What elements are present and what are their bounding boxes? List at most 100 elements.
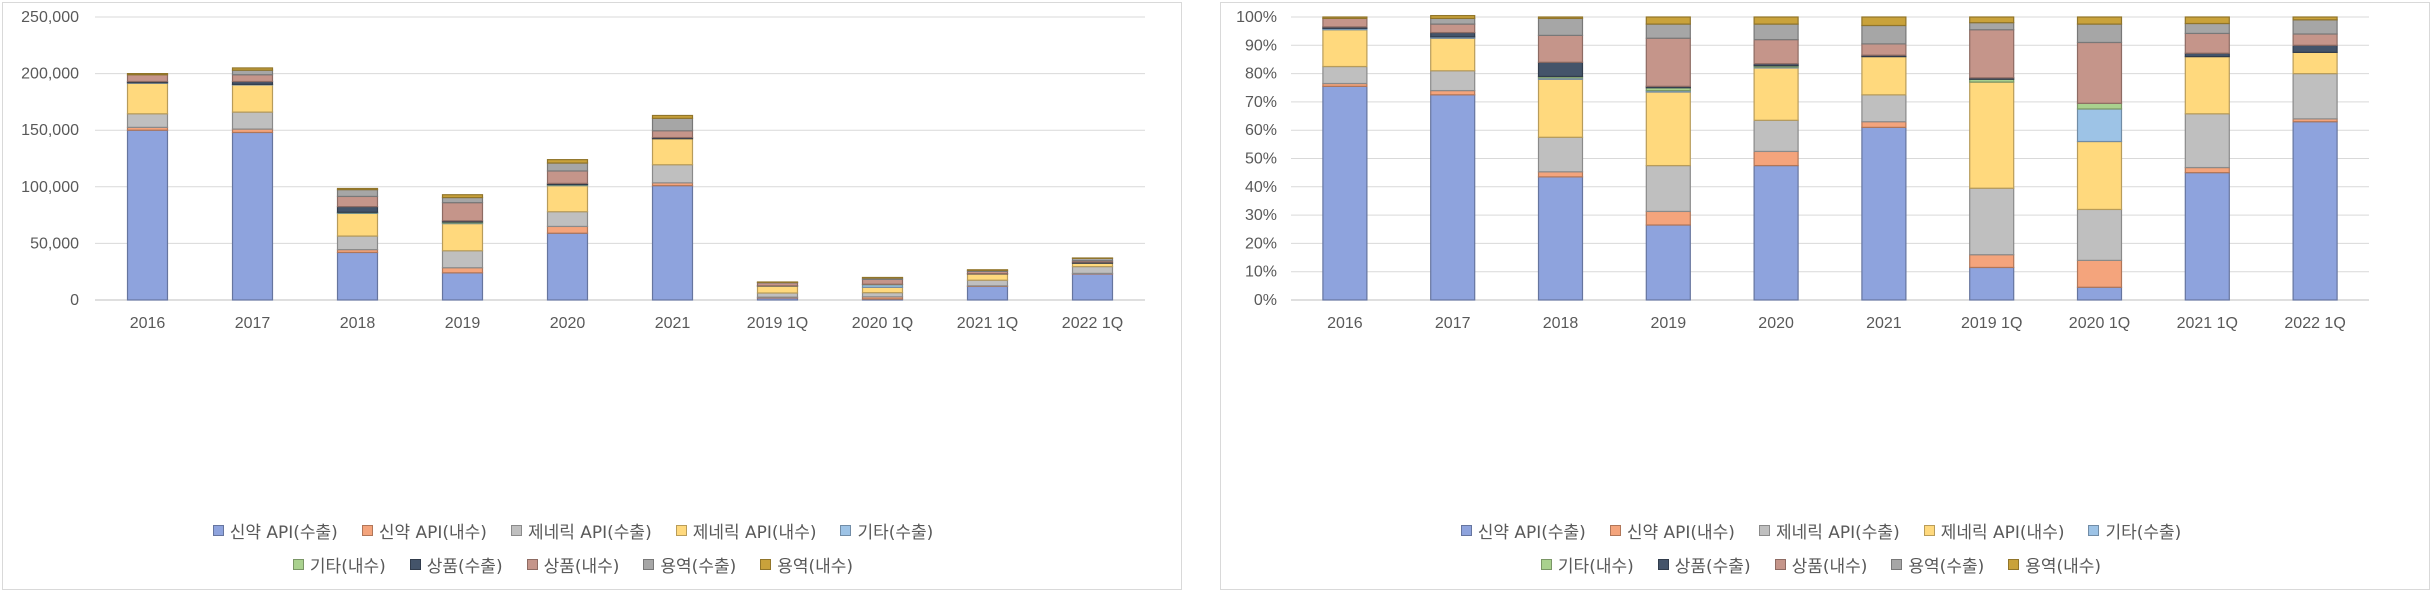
bar-segment (2184, 56, 2230, 115)
y-tick-label: 30% (1245, 207, 1277, 224)
bar-segment (1537, 61, 1584, 78)
bar-segment (441, 202, 484, 222)
bar-segment (1861, 56, 1907, 96)
legend-label: 용역(수출) (660, 556, 737, 577)
bar-segment (1537, 171, 1584, 178)
y-tick-label: 0 (70, 292, 79, 309)
bar-segment (1861, 24, 1907, 45)
bar-segment (546, 232, 589, 301)
bar-segment (1753, 67, 1799, 121)
legend-entry: 제네릭 API(내수) (675, 513, 816, 547)
bar-segment (1753, 16, 1799, 25)
bar-segment (1645, 91, 1691, 167)
bar-segment (126, 113, 169, 128)
legend-swatch (760, 558, 772, 570)
bar-segment (1322, 65, 1368, 85)
bar-segment (1861, 126, 1907, 301)
y-tick-label: 70% (1245, 94, 1277, 111)
bar-segment (756, 285, 799, 294)
legend-entry: 제네릭 API(수출) (510, 513, 652, 547)
bar-segment (2292, 51, 2338, 75)
legend-entry: 상품(내수) (1774, 547, 1868, 581)
y-tick-label: 200,000 (21, 66, 79, 83)
legend-entry: 신약 API(내수) (1609, 513, 1735, 547)
bar-segment (2292, 44, 2338, 53)
x-tick-label: 2022 1Q (2284, 315, 2345, 332)
legend-entry: 상품(수출) (409, 547, 503, 581)
legend-swatch (1540, 558, 1552, 570)
bar-segment (546, 211, 589, 228)
bar-segment (231, 131, 274, 301)
legend-swatch (361, 524, 373, 536)
y-tick-label: 100% (1236, 9, 1277, 26)
bar-segment (126, 74, 169, 83)
bar-segment (1861, 121, 1907, 128)
bar-segment (1645, 16, 1691, 25)
legend-label: 용역(내수) (777, 556, 854, 577)
bar-segment (2076, 108, 2123, 143)
bar-segment (1969, 81, 2015, 189)
bar-segment (1969, 266, 2015, 301)
x-tick-label: 2018 (340, 315, 376, 332)
legend-swatch (1774, 558, 1786, 570)
legend-label: 신약 API(내수) (1626, 522, 1735, 543)
legend-swatch (409, 558, 421, 570)
legend-swatch (212, 524, 224, 536)
legend-swatch (510, 524, 522, 536)
bar-segment (231, 69, 274, 76)
chart-legend: 신약 API(수출) 신약 API(내수) 제네릭 API(수출) 제네릭 API(내… (1401, 513, 2241, 581)
y-tick-label: 40% (1245, 179, 1277, 196)
bar-segment (1645, 23, 1691, 39)
bar-segment (966, 273, 1009, 281)
legend-entry: 신약 API(내수) (361, 513, 487, 547)
bar-segment (1537, 34, 1584, 63)
x-tick-label: 2021 1Q (2177, 315, 2238, 332)
bar-segment (1537, 17, 1584, 36)
legend-label: 신약 API(내수) (378, 522, 487, 543)
bar-segment (546, 159, 589, 164)
bar-segment (1645, 164, 1691, 213)
legend-entry: 용역(수출) (643, 547, 736, 581)
bar-segment (1753, 23, 1799, 41)
y-tick-label: 0% (1254, 292, 1277, 309)
legend-swatch (1758, 524, 1770, 536)
bar-segment (1645, 224, 1691, 301)
y-tick-label: 20% (1245, 235, 1277, 252)
bar-segment (756, 292, 799, 298)
bar-segment (1861, 43, 1907, 56)
x-tick-label: 2018 (1543, 315, 1579, 332)
bar-segment (441, 194, 484, 199)
legend-swatch (526, 558, 538, 570)
y-tick-label: 50% (1245, 151, 1277, 168)
bar-segment (441, 196, 484, 204)
bar-segment (336, 195, 379, 208)
bar-segment (2076, 140, 2123, 211)
bar-segment (651, 114, 694, 119)
legend-swatch (2088, 524, 2100, 536)
x-tick-label: 2017 (235, 315, 271, 332)
x-tick-label: 2016 (1327, 315, 1363, 332)
legend-label: 상품(내수) (1791, 556, 1868, 577)
bar-segment (441, 222, 484, 252)
legend-entry: 상품(수출) (1657, 547, 1751, 581)
bar-segment (2076, 23, 2123, 44)
bar-segment (2076, 286, 2123, 301)
bar-segment (1430, 31, 1476, 38)
bar-segment (126, 129, 169, 301)
bar-segment (861, 276, 904, 279)
y-tick-label: 250,000 (21, 9, 79, 26)
bar-segment (966, 285, 1009, 301)
legend-entry: 기타(수출) (2088, 513, 2181, 547)
bar-segment (1322, 16, 1368, 20)
x-tick-label: 2021 1Q (957, 315, 1018, 332)
legend-entry: 용역(내수) (760, 547, 853, 581)
bar-segment (651, 185, 694, 301)
x-tick-label: 2019 1Q (747, 315, 808, 332)
legend-swatch (292, 558, 304, 570)
legend-entry: 기타(수출) (840, 513, 933, 547)
legend-label: 상품(수출) (1674, 556, 1751, 577)
legend-swatch (675, 524, 687, 536)
bar-segment (2184, 22, 2230, 35)
bar-segment (861, 286, 904, 294)
bar-segment (2292, 121, 2338, 301)
